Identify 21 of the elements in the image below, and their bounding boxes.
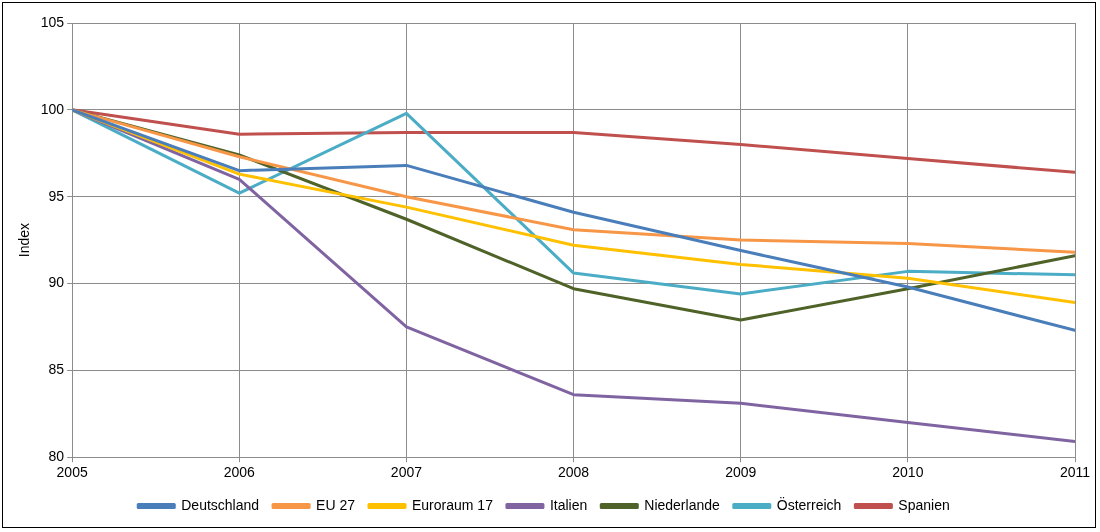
y-tick-label: 105 <box>40 13 65 30</box>
legend-label: Niederlande <box>644 496 720 513</box>
y-tick-label: 95 <box>48 187 65 204</box>
x-tick-label: 2005 <box>56 464 88 481</box>
x-tick-label: 2010 <box>892 464 924 481</box>
x-tick-label: 2008 <box>558 464 590 481</box>
legend-label: Spanien <box>898 496 950 513</box>
legend-label: Italien <box>549 496 588 513</box>
y-tick-label: 100 <box>40 100 65 117</box>
legend-label: EU 27 <box>316 496 356 513</box>
legend-label: Österreich <box>776 495 842 513</box>
y-tick-label: 90 <box>48 274 65 291</box>
x-tick-label: 2007 <box>390 464 423 481</box>
x-tick-label: 2011 <box>1059 464 1091 481</box>
y-axis-title: Index <box>16 222 33 258</box>
legend-label: Deutschland <box>181 496 260 513</box>
x-tick-label: 2006 <box>223 464 256 481</box>
y-tick-label: 80 <box>48 448 65 465</box>
x-tick-label: 2009 <box>725 464 757 481</box>
y-tick-label: 85 <box>48 361 65 378</box>
legend-label: Euroraum 17 <box>412 496 494 513</box>
